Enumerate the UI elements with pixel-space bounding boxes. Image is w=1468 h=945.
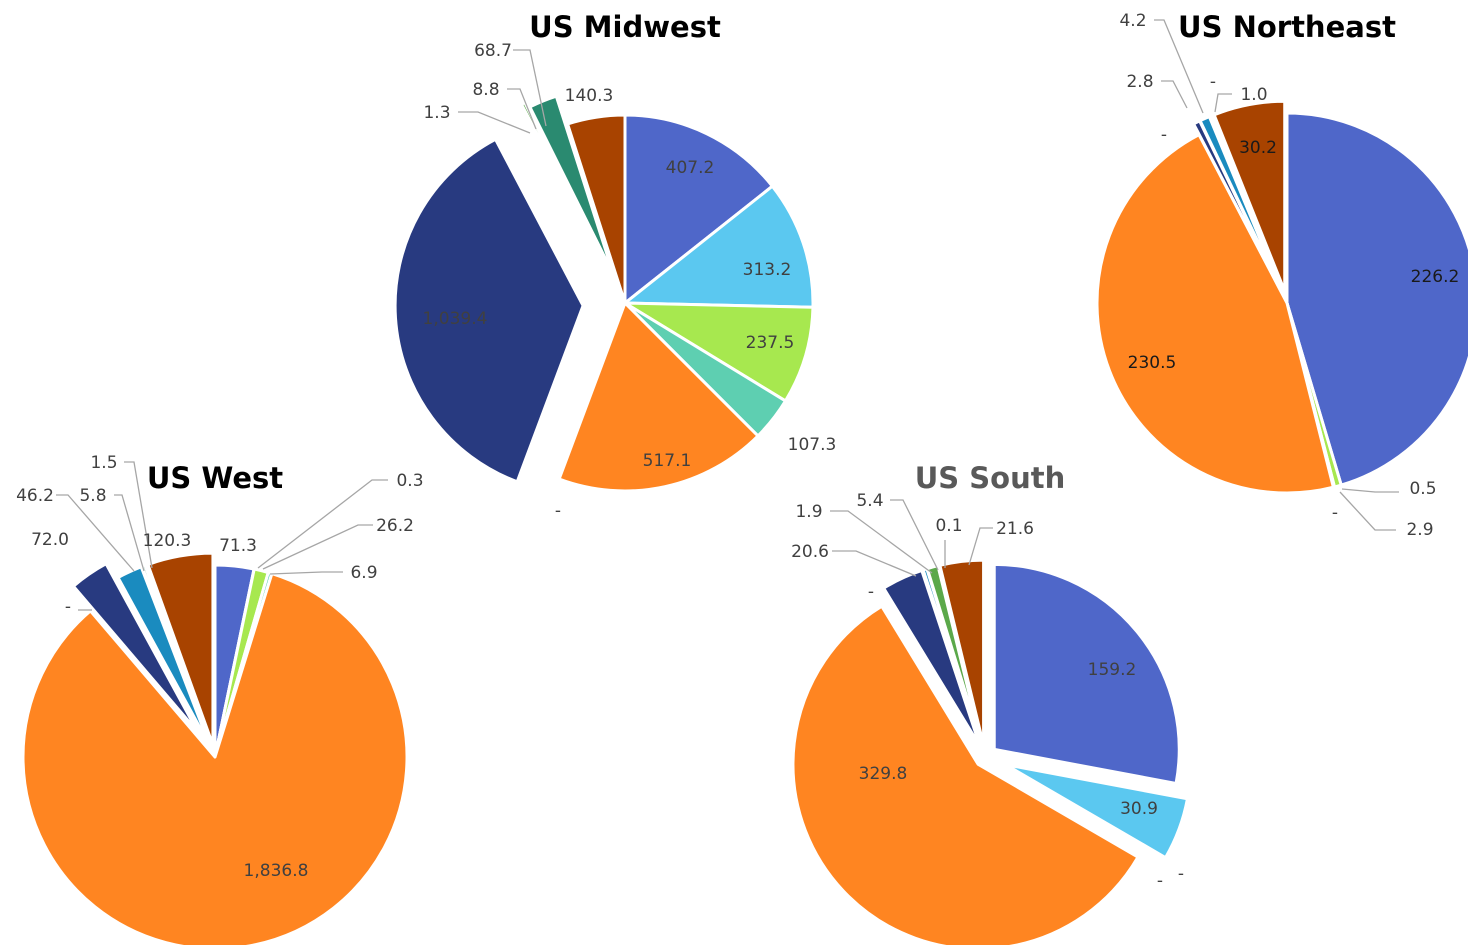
us-midwest-leader-7: [458, 111, 531, 134]
us-midwest-slice-6: [393, 137, 585, 484]
us-midwest-slice-5: [557, 301, 760, 493]
us-west-leader-8: [114, 494, 145, 572]
us-midwest-slice-0: [623, 113, 774, 305]
us-midwest-label-6: 1,039.4: [423, 309, 488, 329]
us-northeast-slice-0: [1285, 111, 1468, 487]
us-midwest-slice-2: [623, 301, 815, 403]
us-west-leader-1: [257, 479, 388, 569]
us-northeast-leader-9: [1214, 93, 1232, 113]
us-south-label-1: 30.9: [1120, 799, 1158, 819]
us-northeast-label-8: -: [1210, 72, 1216, 92]
us-south-slice-10: [938, 558, 986, 747]
us-midwest-label-2: 237.5: [746, 333, 795, 353]
us-west-leader-2: [262, 524, 373, 570]
us-south-slice-4: [791, 604, 1140, 945]
us-south-slice-6: [882, 568, 982, 748]
us-northeast-slice-9: [1208, 113, 1284, 294]
us-midwest-title: US Midwest: [529, 10, 721, 44]
us-west-pie: US West 71.3 0.3 26.2 6.9 1,836.8 - 72.0 46.2 5.8…: [16, 453, 424, 945]
us-south-label-9: 0.1: [935, 516, 962, 536]
us-south-label-0: 159.2: [1088, 660, 1137, 680]
us-northeast-leader-3: [1341, 488, 1399, 493]
us-west-label-1: 0.3: [396, 471, 423, 491]
us-midwest-slice-9: [528, 94, 616, 277]
us-midwest-label-1: 313.2: [743, 260, 792, 280]
us-south-label-7: 1.9: [795, 502, 822, 522]
us-northeast-label-0: 226.2: [1411, 267, 1460, 287]
us-west-label-0: 71.3: [219, 536, 257, 556]
us-midwest-label-5: 517.1: [643, 451, 692, 471]
us-south-slice-0: [992, 562, 1181, 785]
us-west-leader-9: [124, 461, 153, 569]
us-northeast-label-2: 2.9: [1406, 520, 1433, 540]
us-west-label-9: 1.5: [90, 453, 117, 473]
us-south-leader-7: [830, 510, 933, 574]
us-west-slice-4: [21, 572, 409, 945]
us-northeast-label-1: -: [1332, 503, 1338, 523]
us-west-slice-9: [143, 563, 213, 748]
us-south-label-10: 21.6: [996, 519, 1034, 539]
us-midwest-label-4: -: [555, 501, 561, 521]
us-west-label-8: 5.8: [79, 486, 106, 506]
us-northeast-leader-6: [1161, 80, 1188, 109]
us-midwest-leader-9: [513, 49, 547, 127]
us-south-label-6: 20.6: [791, 542, 829, 562]
us-northeast-slice-10: [1212, 99, 1287, 293]
us-northeast-label-6: 2.8: [1126, 72, 1153, 92]
us-midwest-label-8: 8.8: [472, 80, 499, 100]
us-west-label-6: 72.0: [31, 530, 69, 550]
us-west-label-7: 46.2: [16, 486, 54, 506]
us-northeast-label-5: -: [1161, 125, 1167, 145]
us-west-label-5: -: [65, 597, 71, 617]
us-midwest-label-9: 68.7: [474, 41, 512, 61]
us-south-leader-8: [890, 499, 939, 571]
us-south-leader-6: [832, 550, 917, 577]
us-midwest-label-0: 407.2: [666, 158, 715, 178]
us-midwest-leader-8: [507, 88, 537, 130]
us-northeast-slice-4: [1095, 133, 1335, 495]
us-south-label-8: 5.4: [856, 491, 883, 511]
us-west-label-4: 1,836.8: [244, 861, 309, 881]
us-northeast-label-9: 1.0: [1240, 85, 1267, 105]
us-south-label-2: -: [1157, 871, 1163, 891]
us-northeast-label-3: 0.5: [1409, 479, 1436, 499]
us-south-label-5: -: [868, 582, 874, 602]
us-south-slice-1: [1004, 763, 1189, 860]
us-west-label-10: 120.3: [143, 531, 192, 551]
us-northeast-label-7: 4.2: [1119, 11, 1146, 31]
us-west-slice-10: [146, 551, 215, 747]
us-south-label-3: -: [1178, 864, 1184, 884]
us-west-title: US West: [147, 461, 283, 495]
us-northeast-label-4: 230.5: [1128, 353, 1177, 373]
us-midwest-label-7: 1.3: [423, 103, 450, 123]
us-south-leader-10: [968, 527, 993, 566]
us-west-slice-6: [71, 562, 200, 734]
us-midwest-slice-10: [566, 113, 627, 305]
us-midwest-label-10: 140.3: [565, 86, 614, 106]
us-south-title: US South: [915, 461, 1066, 495]
us-west-label-2: 26.2: [376, 516, 414, 536]
us-northeast-label-10: 30.2: [1239, 138, 1277, 158]
us-northeast-title: US Northeast: [1178, 10, 1396, 44]
us-northeast-leader-2: [1339, 491, 1396, 531]
us-midwest-slice-1: [623, 184, 815, 309]
us-west-label-3: 6.9: [350, 563, 377, 583]
us-northeast-pie: US Northeast 226.2 - 2.9 0.5 230.5 - 2.8 4.2 - 1.0…: [1095, 10, 1468, 540]
us-west-leader-7: [56, 494, 135, 572]
us-midwest-pie: US Midwest 407.2 313.2 237.5 107.3 - 517.1 1,03…: [393, 10, 837, 521]
us-northeast-leader-7: [1154, 19, 1204, 114]
us-west-leader-3: [269, 571, 343, 575]
us-midwest-label-3: 107.3: [788, 435, 837, 455]
us-south-label-4: 329.8: [859, 764, 908, 784]
